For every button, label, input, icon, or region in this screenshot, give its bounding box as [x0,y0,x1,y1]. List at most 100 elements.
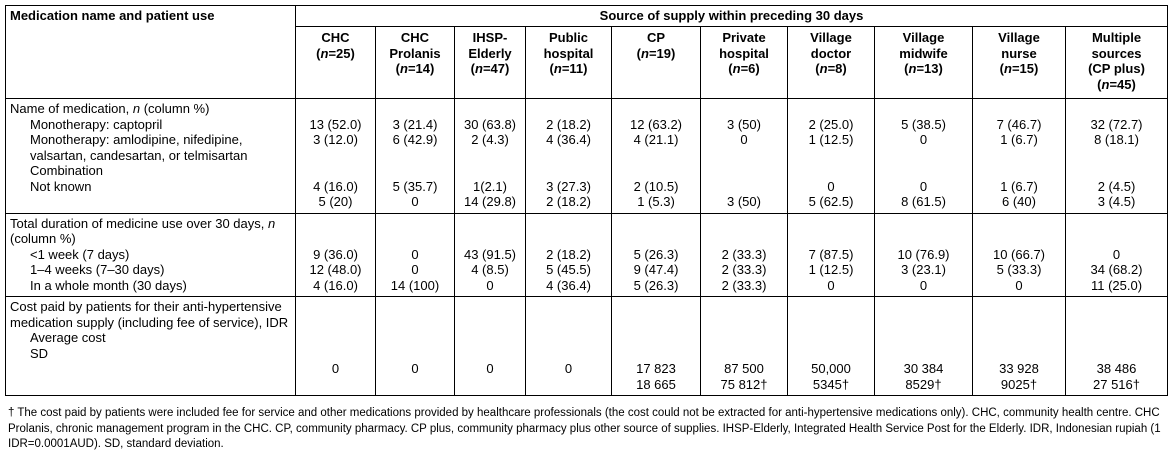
value-cell: 50,000 5345† [787,296,875,396]
cell-value: 2 (18.2) [546,116,591,132]
cell-value [530,377,607,393]
table-section: Total duration of medicine use over 30 d… [5,212,1169,297]
cell-value: 3 (4.5) [1097,194,1136,209]
section-label-cell: Name of medication, n (column %) Monother… [5,98,296,214]
row-label: SD [30,345,49,361]
cell-value: 0 [919,132,928,147]
value-cell: 2 (18.2) 4 (36.4) 3 (27.3) 2 (18.2) [525,98,612,214]
column-header: CP (n=19) [611,26,701,99]
spacer-line [380,231,450,247]
cell-value: 1(2.1) [473,178,507,194]
spacer-line [459,231,521,247]
column-header: CHC Prolanis (n=14) [375,26,455,99]
cell-value: 7 (87.5) [808,246,854,262]
cell-value: 2 (33.3) [721,246,767,262]
cell-value: 5 (26.3) [633,246,679,262]
spacer-line [380,101,450,117]
value-cell: 7 (46.7) 1 (6.7) 1 (6.7) 6 (40) [972,98,1066,214]
cell-value: 0 [486,361,494,376]
spacer-line [792,299,870,315]
column-name-line: sources [1091,45,1142,61]
spacer-line [977,101,1061,117]
table-section: Cost paid by patients for their anti-hyp… [5,296,1169,396]
cell-value: 2 (4.3) [471,132,509,147]
spacer-line [300,330,371,346]
cell-value: 9025† [1000,376,1038,392]
spacer-line [879,299,968,315]
cell-value: 1 (6.7) [1000,132,1038,147]
cell-value: 17 823 [636,361,676,376]
spacer-line [459,315,521,331]
spacer-line [380,315,450,331]
cell-value: 3 (21.4) [392,116,438,132]
spacer-line [459,346,521,362]
cell-value: 3 (50) [727,194,761,209]
row-label: Not known [30,178,92,194]
column-n: (n=13) [904,61,943,76]
spacer-line [1070,315,1163,331]
spacer-line [705,101,783,117]
cell-value: 8 (61.5) [901,194,946,209]
row-label: In a whole month (30 days) [30,277,187,293]
cell-value: 0 [740,132,748,147]
spacer-line [705,315,783,331]
spacer-line [380,330,450,346]
cell-value: 2 (4.5) [1097,178,1136,194]
cell-value: 3 (27.3) [546,178,591,194]
section-label-cell: Cost paid by patients for their anti-hyp… [5,296,296,396]
spacer-line [1070,346,1163,362]
spacer-line [300,299,371,315]
cell-value: 13 (52.0) [309,116,362,132]
column-name-line: Village [902,30,945,45]
spacer-line [977,315,1061,331]
spacer-line [792,101,870,117]
value-cell: 2 (18.2) 5 (45.5) 4 (36.4) [525,212,612,297]
cell-value: 2 (18.2) [546,194,591,209]
value-cell: 10 (76.9) 3 (23.1) 0 [874,212,973,297]
footnote: † The cost paid by patients were include… [8,407,1161,450]
cell-value: 0 [411,361,419,376]
value-cell: 32 (72.7) 8 (18.1) 2 (4.5) 3 (4.5) [1064,98,1169,214]
spacer-line [300,216,371,232]
value-cell: 30 384 8529† [874,296,973,396]
cell-value [380,377,450,393]
cell-value: 5 (62.5) [808,194,854,209]
column-name-line: Public [548,30,588,45]
spacer-line [879,216,968,232]
cell-value: 33 928 [999,361,1039,376]
value-cell: 87 500 75 812† [700,296,788,396]
column-n: (n=14) [395,61,435,76]
spacer-line [879,315,968,331]
value-cell: 7 (87.5) 1 (12.5) 0 [787,212,875,297]
cell-value: 5 (26.3) [633,277,679,293]
value-cell: 5 (38.5) 0 0 8 (61.5) [874,98,973,214]
cell-value: 0 [564,361,573,376]
cell-value: 0 [411,246,419,262]
cell-value: 14 (100) [390,277,440,293]
cell-value: 75 812† [720,376,768,392]
spacer-line [530,330,607,346]
cell-value: 18 665 [636,376,676,392]
value-cell: 2 (25.0) 1 (12.5) 0 5 (62.5) [787,98,875,214]
spacer-line [530,101,607,117]
cell-value: 34 (68.2) [1090,262,1143,277]
cell-value: 5 (33.3) [996,262,1042,277]
group-header: Source of supply within preceding 30 day… [294,5,1169,27]
cell-value: 0 [919,178,928,194]
spacer-line [616,330,696,346]
spacer-line [792,315,870,331]
cell-value: 2 (18.2) [546,246,591,262]
spacer-line [1070,216,1163,232]
column-n: (n=15) [999,61,1039,76]
cell-value: 1 (6.7) [1000,178,1038,194]
spacer-line [459,299,521,315]
spacer-line [705,330,783,346]
cell-value: 0 [1015,277,1023,293]
cell-value: 6 (42.9) [392,132,438,147]
cell-value: 2 (25.0) [808,116,854,132]
spacer-line [879,231,968,247]
cell-value: 5 (35.7) [392,178,438,194]
spacer-line [977,346,1061,362]
column-name-line: Multiple [1091,30,1142,45]
spacer-line [705,216,783,232]
